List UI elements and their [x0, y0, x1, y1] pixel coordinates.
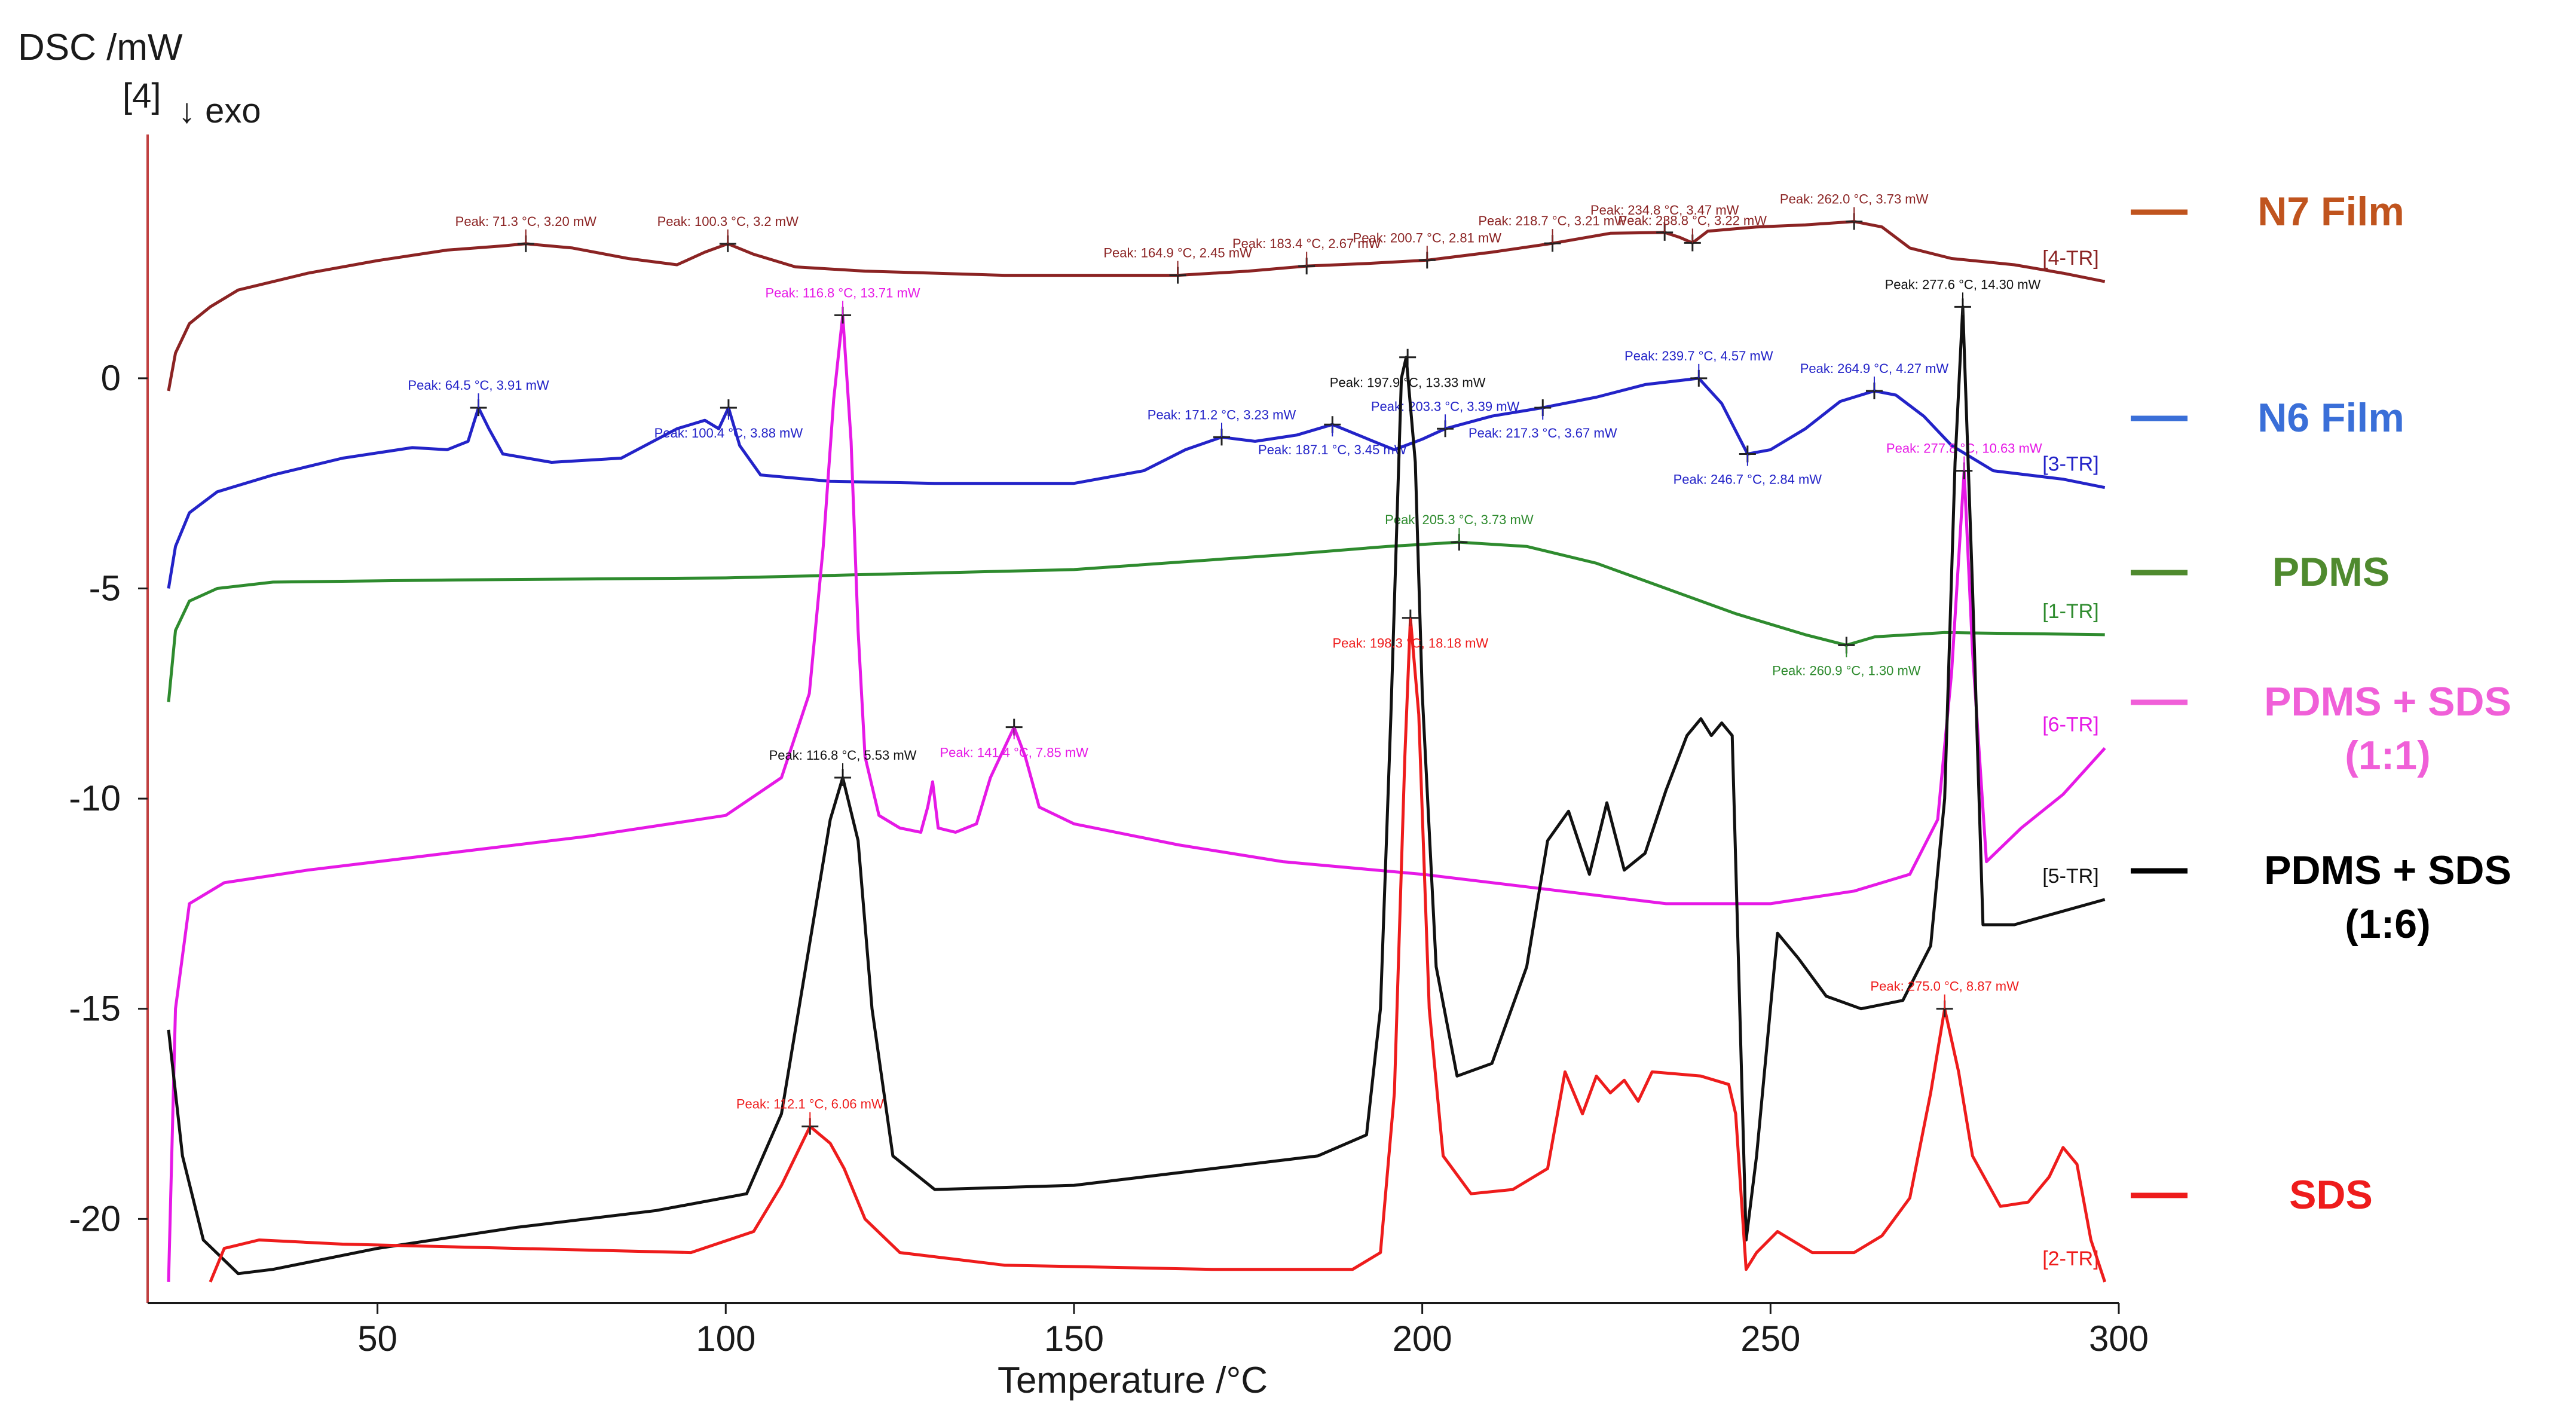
y-axis-title: DSC /mW: [18, 27, 183, 68]
series-tag: [1-TR]: [2042, 600, 2098, 623]
series-sds: [2-TR] Peak: 112.1 °C, 6.06 mW Peak: 198.3…: [209, 609, 2107, 1283]
y-tick-label: 0: [101, 358, 121, 398]
peak-label: Peak: 203.3 °C, 3.39 mW: [1371, 399, 1520, 414]
series-line: [167, 220, 2106, 392]
peak-label: Peak: 116.8 °C, 13.71 mW: [766, 285, 920, 300]
peak-label: Peak: 200.7 °C, 2.81 mW: [1353, 230, 1502, 245]
series-pdms-sds-1-1-: [6-TR] Peak: 116.8 °C, 13.71 mW Peak: 141.…: [167, 285, 2106, 1282]
legend-label-sub: (1:1): [2345, 733, 2431, 778]
x-tick-label: 50: [357, 1319, 397, 1359]
series-line: [167, 377, 2106, 589]
peak-label: Peak: 246.7 °C, 2.84 mW: [1674, 472, 1822, 487]
peak-label: Peak: 112.1 °C, 6.06 mW: [736, 1097, 884, 1112]
legend-label-sub: (1:6): [2345, 901, 2431, 947]
x-tick-label: 150: [1044, 1319, 1104, 1359]
legend-label: PDMS: [2272, 549, 2390, 595]
peak-label: Peak: 238.8 °C, 3.22 mW: [1619, 213, 1767, 228]
peak-label: Peak: 277.6 °C, 14.30 mW: [1885, 277, 2041, 292]
peak-label: Peak: 277.8 °C, 10.63 mW: [1886, 441, 2042, 456]
y-tick-label: -5: [89, 568, 121, 608]
exo-label: ↓ exo: [178, 91, 261, 130]
x-axis-title: Temperature /°C: [998, 1360, 1268, 1401]
peak-label: Peak: 100.4 °C, 3.88 mW: [654, 426, 803, 441]
series-tag: [3-TR]: [2042, 453, 2098, 476]
series-pdms-sds-1-6-: [5-TR] Peak: 116.8 °C, 5.53 mW Peak: 197.9…: [167, 277, 2106, 1276]
series-line: [209, 616, 2107, 1283]
y-ticks: 0 -5 -10 -15 -20: [69, 358, 148, 1238]
peak-label: Peak: 262.0 °C, 3.73 mW: [1780, 192, 1929, 207]
y-tick-label: -10: [69, 778, 121, 818]
series-line: [167, 540, 2105, 702]
peak-label: Peak: 116.8 °C, 5.53 mW: [769, 748, 917, 763]
series-tag: [6-TR]: [2042, 714, 2098, 736]
legend-label: PDMS + SDS: [2264, 848, 2511, 893]
series-pdms: [1-TR] Peak: 205.3 °C, 3.73 mW Peak: 260.9…: [167, 512, 2105, 702]
peak-label: Peak: 187.1 °C, 3.45 mW: [1258, 442, 1407, 457]
peak-label: Peak: 198.3 °C, 18.18 mW: [1332, 636, 1488, 651]
peak-label: Peak: 100.3 °C, 3.2 mW: [657, 214, 799, 229]
peak-label: Peak: 183.4 °C, 2.67 mW: [1232, 236, 1381, 251]
x-tick-label: 250: [1740, 1319, 1800, 1359]
series-n7-film: [4-TR] Peak: 71.3 °C, 3.20 mW Peak: 100.3 …: [167, 192, 2106, 392]
peak-label: Peak: 171.2 °C, 3.23 mW: [1148, 407, 1296, 422]
x-tick-label: 100: [696, 1319, 755, 1359]
x-tick-label: 200: [1393, 1319, 1452, 1359]
peak-label: Peak: 218.7 °C, 3.21 mW: [1478, 213, 1627, 228]
x-tick-label: 300: [2089, 1319, 2149, 1359]
peak-label: Peak: 205.3 °C, 3.73 mW: [1385, 512, 1534, 527]
peak-label: Peak: 217.3 °C, 3.67 mW: [1468, 426, 1617, 441]
axes: [146, 134, 2119, 1304]
series-tag: [4-TR]: [2042, 247, 2098, 270]
series-n6-film: [3-TR] Peak: 64.5 °C, 3.91 mW Peak: 100.4 …: [167, 348, 2106, 589]
peak-label: Peak: 141.4 °C, 7.85 mW: [940, 745, 1088, 760]
legend: N7 Film N6 Film PDMS PDMS + SDS (1:1) PDMS + …: [2131, 189, 2511, 1218]
scale-marker: [4]: [123, 77, 161, 115]
y-tick-label: -15: [69, 989, 121, 1029]
series-tag: [5-TR]: [2042, 865, 2098, 888]
peak-label: Peak: 275.0 °C, 8.87 mW: [1870, 979, 2019, 994]
series-line: [167, 305, 2106, 1276]
peak-label: Peak: 197.9 °C, 13.33 mW: [1330, 375, 1486, 390]
series-tag: [2-TR]: [2042, 1247, 2098, 1270]
peak-label: Peak: 260.9 °C, 1.30 mW: [1772, 663, 1921, 678]
legend-label: N6 Film: [2257, 395, 2404, 441]
x-ticks: 50 100 150 200 250 300: [357, 1303, 2149, 1359]
peak-label: Peak: 64.5 °C, 3.91 mW: [408, 378, 549, 393]
peak-label: Peak: 239.7 °C, 4.57 mW: [1624, 348, 1773, 363]
legend-label: PDMS + SDS: [2264, 679, 2511, 724]
peak-label: Peak: 71.3 °C, 3.20 mW: [455, 214, 596, 229]
peak-label: Peak: 264.9 °C, 4.27 mW: [1800, 361, 1949, 376]
y-tick-label: -20: [69, 1198, 121, 1238]
legend-label: N7 Film: [2257, 189, 2404, 234]
peak-label: Peak: 164.9 °C, 2.45 mW: [1103, 246, 1252, 261]
peak-label: Peak: 234.8 °C, 3.47 mW: [1590, 203, 1739, 218]
legend-label: SDS: [2289, 1172, 2373, 1218]
series-line: [167, 313, 2106, 1282]
series-layer: [4-TR] Peak: 71.3 °C, 3.20 mW Peak: 100.3 …: [167, 192, 2107, 1283]
